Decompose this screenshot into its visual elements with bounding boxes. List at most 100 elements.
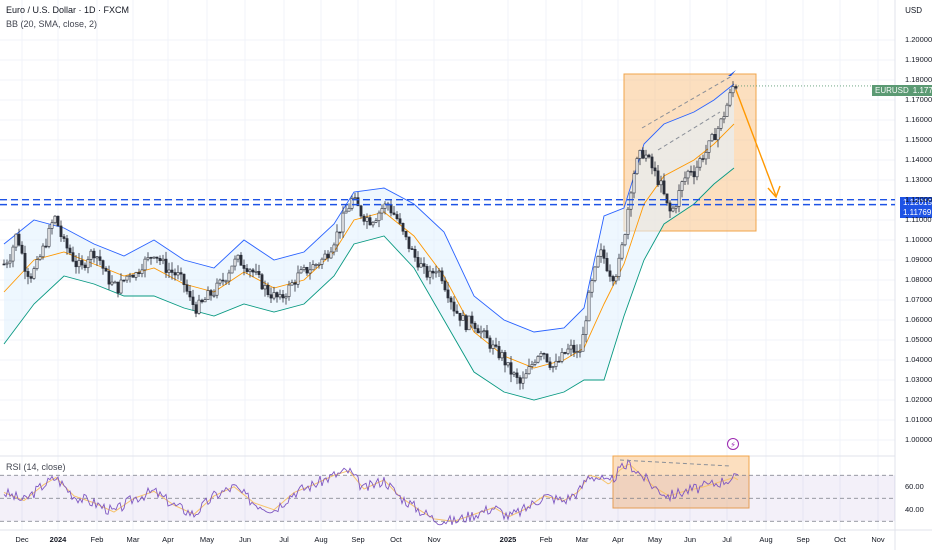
candle-bear bbox=[647, 154, 651, 158]
candle-bull bbox=[530, 364, 534, 367]
candle-bear bbox=[497, 346, 501, 359]
time-tick-label: Sep bbox=[351, 535, 365, 544]
candle-bull bbox=[728, 92, 732, 106]
candle-bull bbox=[314, 264, 318, 266]
candle-bull bbox=[308, 269, 312, 274]
rsi-ma-line bbox=[3, 463, 739, 522]
time-tick-label: Aug bbox=[759, 535, 773, 544]
candle-bull bbox=[593, 266, 597, 281]
rsi-line bbox=[3, 459, 739, 526]
candle-bull bbox=[461, 315, 465, 321]
time-tick-label: Jul bbox=[722, 535, 732, 544]
candle-bear bbox=[326, 253, 330, 259]
candle-bull bbox=[539, 353, 543, 357]
price-tick-label: 1.05000 bbox=[905, 335, 932, 344]
candle-bear bbox=[392, 212, 396, 215]
candle-bear bbox=[518, 377, 522, 384]
candle-bear bbox=[443, 280, 447, 291]
rsi-legend[interactable]: RSI (14, close) bbox=[6, 462, 66, 472]
candle-bear bbox=[71, 252, 75, 262]
candle-bear bbox=[275, 292, 279, 298]
candle-bull bbox=[434, 271, 438, 274]
candle-bear bbox=[602, 249, 606, 259]
currency-label[interactable]: USD bbox=[905, 6, 922, 15]
level-tag-2: 1.11769 bbox=[900, 207, 932, 218]
candle-bear bbox=[260, 274, 264, 290]
candle-bull bbox=[716, 128, 720, 141]
candle-bull bbox=[554, 360, 558, 367]
candle-bear bbox=[608, 270, 612, 277]
candle-bull bbox=[197, 299, 201, 314]
candle-bull bbox=[32, 268, 36, 279]
candle-bear bbox=[455, 310, 459, 314]
candle-bear bbox=[191, 296, 195, 305]
time-tick-label: Dec bbox=[15, 535, 29, 544]
candle-bull bbox=[236, 254, 240, 260]
candle-bull bbox=[584, 320, 588, 335]
candle-bear bbox=[251, 269, 255, 273]
candle-bull bbox=[698, 158, 702, 168]
candle-bear bbox=[413, 249, 417, 258]
candle-bull bbox=[560, 352, 564, 362]
candle-bear bbox=[269, 294, 273, 299]
candle-bear bbox=[59, 225, 63, 237]
indicator-legend[interactable]: BB (20, SMA, close, 2) bbox=[6, 19, 98, 29]
candle-bear bbox=[359, 205, 363, 217]
candle-bull bbox=[512, 372, 516, 375]
candle-bear bbox=[239, 254, 243, 266]
candle-bear bbox=[611, 276, 615, 282]
candle-bull bbox=[350, 198, 354, 209]
symbol-label: EURUSD bbox=[875, 86, 909, 95]
candle-bull bbox=[287, 284, 291, 297]
candle-bull bbox=[176, 272, 180, 276]
candle-bull bbox=[575, 351, 579, 353]
time-tick-label: Feb bbox=[90, 535, 104, 544]
candle-bear bbox=[170, 269, 174, 273]
candle-bear bbox=[446, 289, 450, 299]
candle-bull bbox=[533, 361, 537, 365]
time-tick-label: Jun bbox=[238, 535, 252, 544]
candle-bear bbox=[563, 352, 567, 354]
candle-bull bbox=[344, 210, 348, 214]
candle-bull bbox=[50, 222, 54, 229]
time-tick-label: 2024 bbox=[49, 535, 67, 544]
price-tick-label: 1.10000 bbox=[905, 235, 932, 244]
time-tick-label: Aug bbox=[314, 535, 328, 544]
time-tick-label: May bbox=[199, 535, 215, 544]
candle-bear bbox=[242, 265, 246, 269]
candle-bull bbox=[677, 190, 681, 207]
candle-bull bbox=[254, 271, 258, 273]
candle-bear bbox=[713, 134, 717, 141]
candle-bull bbox=[320, 258, 324, 265]
time-tick-label: Mar bbox=[575, 535, 589, 544]
price-tick-label: 1.17000 bbox=[905, 95, 932, 104]
candle-bear bbox=[548, 361, 552, 368]
candle-bear bbox=[542, 353, 546, 355]
candle-bear bbox=[65, 238, 69, 249]
candles bbox=[2, 81, 738, 390]
candle-bull bbox=[578, 350, 582, 353]
candle-bull bbox=[146, 257, 150, 260]
candle-bear bbox=[194, 304, 198, 314]
candle-bear bbox=[122, 279, 126, 282]
candle-bear bbox=[572, 344, 576, 353]
candle-bull bbox=[581, 334, 585, 352]
candle-bull bbox=[374, 220, 378, 223]
candle-bear bbox=[464, 315, 468, 331]
candle-bull bbox=[536, 356, 540, 363]
candle-bull bbox=[731, 86, 735, 94]
candle-bull bbox=[86, 259, 90, 269]
candle-bull bbox=[230, 265, 234, 274]
candle-bull bbox=[290, 282, 294, 286]
candle-bull bbox=[233, 258, 237, 267]
candle-bull bbox=[500, 352, 504, 359]
candle-bear bbox=[509, 362, 513, 375]
candle-bear bbox=[44, 245, 48, 248]
candle-bull bbox=[140, 269, 144, 274]
candle-bull bbox=[323, 253, 327, 260]
candle-bear bbox=[29, 276, 33, 279]
candle-bull bbox=[479, 330, 483, 334]
candle-bull bbox=[125, 275, 129, 281]
